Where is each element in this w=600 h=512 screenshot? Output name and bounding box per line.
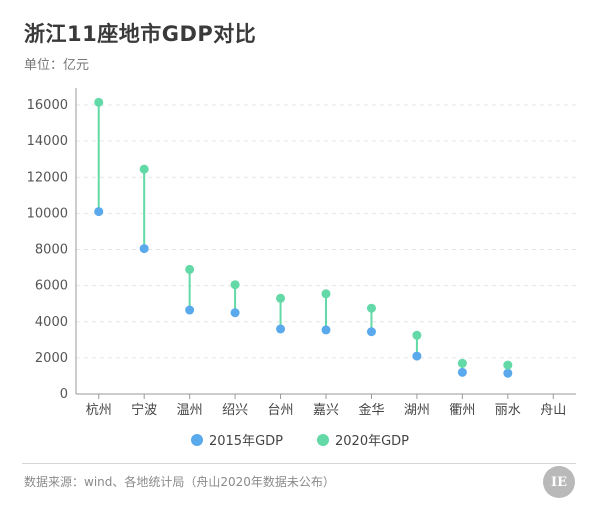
x-tick-label: 台州 [268,403,294,418]
point-2015 [94,207,104,217]
y-tick-label: 4000 [35,315,68,330]
point-2020 [139,164,149,174]
x-tick-label: 温州 [177,403,203,418]
y-tick-label: 10000 [27,206,68,221]
x-tick-label: 湖州 [404,403,430,418]
x-tick-label: 嘉兴 [313,403,339,418]
point-2015 [503,368,513,378]
y-tick-label: 2000 [35,351,68,366]
y-tick-label: 0 [60,387,68,402]
point-2020 [321,289,331,299]
source-note: 数据来源：wind、各地统计局（舟山2020年数据未公布） [24,475,335,489]
dumbbell-chart: 0 2000 4000 6000 8000 10000 12000 14000 16000 杭州 宁… [27,88,576,418]
legend: 2015年GDP 2020年GDP [0,430,600,449]
x-tick-label: 舟山 [540,403,566,418]
legend-marker-2015 [190,433,203,446]
x-tick-label: 丽水 [495,403,521,418]
y-tick-label: 12000 [27,170,68,185]
point-2015 [457,367,467,377]
x-tick-label: 衢州 [449,403,475,418]
chart-title: 浙江11座地市GDP对比 [24,22,257,46]
y-tick-label: 14000 [27,134,68,149]
x-tick-label: 宁波 [131,402,157,418]
point-2020 [457,358,467,368]
unit-label: 单位：亿元 [24,58,90,73]
point-2015 [412,351,422,361]
legend-marker-2020 [317,433,329,446]
x-tick-label: 金华 [358,402,384,418]
y-tick-label: 8000 [35,243,68,258]
point-2020 [366,303,376,313]
legend-item-2015[interactable]: 2015年GDP [190,430,283,449]
point-2015 [276,324,286,334]
x-tick-label: 杭州 [86,403,112,418]
point-2020 [185,264,195,274]
brand-logo: IE [543,466,575,498]
point-2020 [503,360,513,370]
point-2015 [185,305,195,315]
point-2020 [276,293,286,303]
point-2020 [94,97,104,107]
point-2015 [321,325,331,335]
legend-item-2020[interactable]: 2020年GDP [317,430,409,449]
legend-label-2020: 2020年GDP [335,434,410,449]
point-2015 [139,244,149,254]
y-tick-label: 16000 [27,98,68,113]
point-2020 [412,330,422,340]
point-2015 [230,308,240,318]
point-2015 [366,327,376,337]
point-2020 [230,280,240,290]
footer-divider [22,463,576,464]
x-tick-label: 绍兴 [222,403,248,418]
legend-label-2015: 2015年GDP [208,434,283,449]
y-tick-label: 6000 [35,279,68,294]
